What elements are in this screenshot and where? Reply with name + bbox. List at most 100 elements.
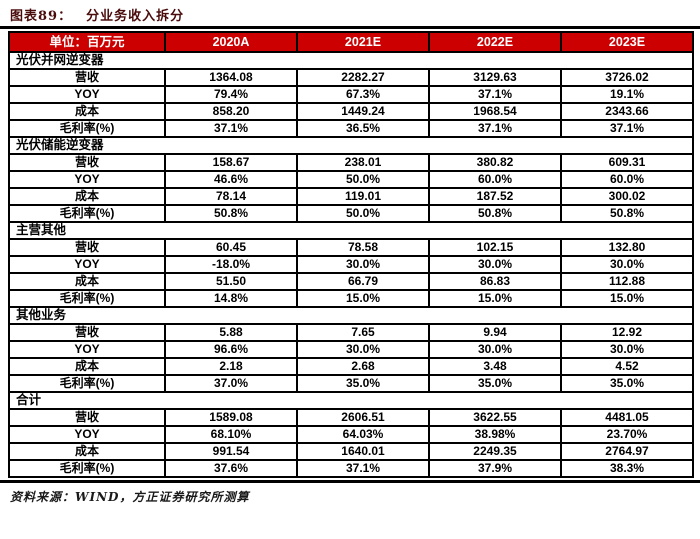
row-label: YOY [8, 255, 166, 274]
row-label: 营收 [8, 238, 166, 257]
value-cell: 78.58 [296, 238, 430, 257]
table-row: 毛利率(%) 37.1% 36.5% 37.1% 37.1% [8, 119, 694, 138]
row-label: 成本 [8, 442, 166, 461]
value-cell: 4.52 [560, 357, 694, 376]
year-header-2021e: 2021E [296, 31, 430, 53]
value-cell: 50.0% [296, 204, 430, 223]
table-row: 成本 991.54 1640.01 2249.35 2764.97 [8, 442, 694, 461]
value-cell: 3622.55 [428, 408, 562, 427]
value-cell: 38.3% [560, 459, 694, 478]
top-rule [0, 26, 700, 29]
row-label: 成本 [8, 102, 166, 121]
value-cell: 1589.08 [164, 408, 298, 427]
value-cell: 238.01 [296, 153, 430, 172]
table-row: 毛利率(%) 37.6% 37.1% 37.9% 38.3% [8, 459, 694, 478]
table-row: 营收 158.67 238.01 380.82 609.31 [8, 153, 694, 172]
table-row: 营收 1364.08 2282.27 3129.63 3726.02 [8, 68, 694, 87]
figure-caption-title: 分业务收入拆分 [86, 9, 185, 24]
row-label: 成本 [8, 357, 166, 376]
row-label: 营收 [8, 323, 166, 342]
table-row: 成本 51.50 66.79 86.83 112.88 [8, 272, 694, 291]
row-label: 毛利率(%) [8, 119, 166, 138]
value-cell: 15.0% [428, 289, 562, 308]
table-row: YOY 46.6% 50.0% 60.0% 60.0% [8, 170, 694, 189]
row-label: 营收 [8, 408, 166, 427]
value-cell: 37.1% [428, 119, 562, 138]
value-cell: 78.14 [164, 187, 298, 206]
value-cell: 37.0% [164, 374, 298, 393]
section-header-row: 其他业务 [8, 306, 694, 325]
value-cell: 60.0% [560, 170, 694, 189]
value-cell: 12.92 [560, 323, 694, 342]
value-cell: 7.65 [296, 323, 430, 342]
value-cell: 2282.27 [296, 68, 430, 87]
value-cell: 112.88 [560, 272, 694, 291]
value-cell: -18.0% [164, 255, 298, 274]
unit-header-cell: 单位：百万元 [8, 31, 166, 53]
value-cell: 50.8% [164, 204, 298, 223]
value-cell: 5.88 [164, 323, 298, 342]
value-cell: 102.15 [428, 238, 562, 257]
year-header-2020a: 2020A [164, 31, 298, 53]
value-cell: 35.0% [296, 374, 430, 393]
section-header-row: 主营其他 [8, 221, 694, 240]
value-cell: 300.02 [560, 187, 694, 206]
value-cell: 50.0% [296, 170, 430, 189]
value-cell: 2.18 [164, 357, 298, 376]
value-cell: 2.68 [296, 357, 430, 376]
table-row: YOY 96.6% 30.0% 30.0% 30.0% [8, 340, 694, 359]
value-cell: 37.1% [164, 119, 298, 138]
value-cell: 68.10% [164, 425, 298, 444]
section-header-row: 光伏并网逆变器 [8, 51, 694, 70]
revenue-breakdown-table: 单位：百万元 2020A 2021E 2022E 2023E 光伏并网逆变器 营收… [8, 31, 694, 478]
value-cell: 132.80 [560, 238, 694, 257]
value-cell: 3726.02 [560, 68, 694, 87]
row-label: YOY [8, 340, 166, 359]
value-cell: 380.82 [428, 153, 562, 172]
bottom-rule [0, 480, 700, 483]
row-label: YOY [8, 85, 166, 104]
table-row: 营收 1589.08 2606.51 3622.55 4481.05 [8, 408, 694, 427]
table-row: 毛利率(%) 50.8% 50.0% 50.8% 50.8% [8, 204, 694, 223]
value-cell: 3129.63 [428, 68, 562, 87]
value-cell: 35.0% [560, 374, 694, 393]
value-cell: 30.0% [296, 255, 430, 274]
section-title: 光伏并网逆变器 [8, 51, 694, 70]
value-cell: 1449.24 [296, 102, 430, 121]
row-label: YOY [8, 425, 166, 444]
value-cell: 37.1% [560, 119, 694, 138]
year-header-2022e: 2022E [428, 31, 562, 53]
value-cell: 30.0% [296, 340, 430, 359]
value-cell: 3.48 [428, 357, 562, 376]
value-cell: 15.0% [560, 289, 694, 308]
section-title: 合计 [8, 391, 694, 410]
section-title: 主营其他 [8, 221, 694, 240]
value-cell: 35.0% [428, 374, 562, 393]
table-header-row: 单位：百万元 2020A 2021E 2022E 2023E [8, 31, 694, 53]
year-header-2023e: 2023E [560, 31, 694, 53]
row-label: 毛利率(%) [8, 289, 166, 308]
value-cell: 9.94 [428, 323, 562, 342]
row-label: 成本 [8, 272, 166, 291]
value-cell: 30.0% [428, 340, 562, 359]
value-cell: 991.54 [164, 442, 298, 461]
value-cell: 4481.05 [560, 408, 694, 427]
table-row: YOY 79.4% 67.3% 37.1% 19.1% [8, 85, 694, 104]
value-cell: 30.0% [428, 255, 562, 274]
value-cell: 50.8% [560, 204, 694, 223]
value-cell: 1968.54 [428, 102, 562, 121]
value-cell: 15.0% [296, 289, 430, 308]
row-label: 营收 [8, 153, 166, 172]
row-label: 毛利率(%) [8, 374, 166, 393]
value-cell: 1640.01 [296, 442, 430, 461]
row-label: YOY [8, 170, 166, 189]
value-cell: 2764.97 [560, 442, 694, 461]
value-cell: 1364.08 [164, 68, 298, 87]
figure-caption: 图表89： 分业务收入拆分 [0, 0, 700, 26]
value-cell: 79.4% [164, 85, 298, 104]
value-cell: 30.0% [560, 255, 694, 274]
table-row: 毛利率(%) 14.8% 15.0% 15.0% 15.0% [8, 289, 694, 308]
row-label: 毛利率(%) [8, 204, 166, 223]
value-cell: 858.20 [164, 102, 298, 121]
row-label: 营收 [8, 68, 166, 87]
